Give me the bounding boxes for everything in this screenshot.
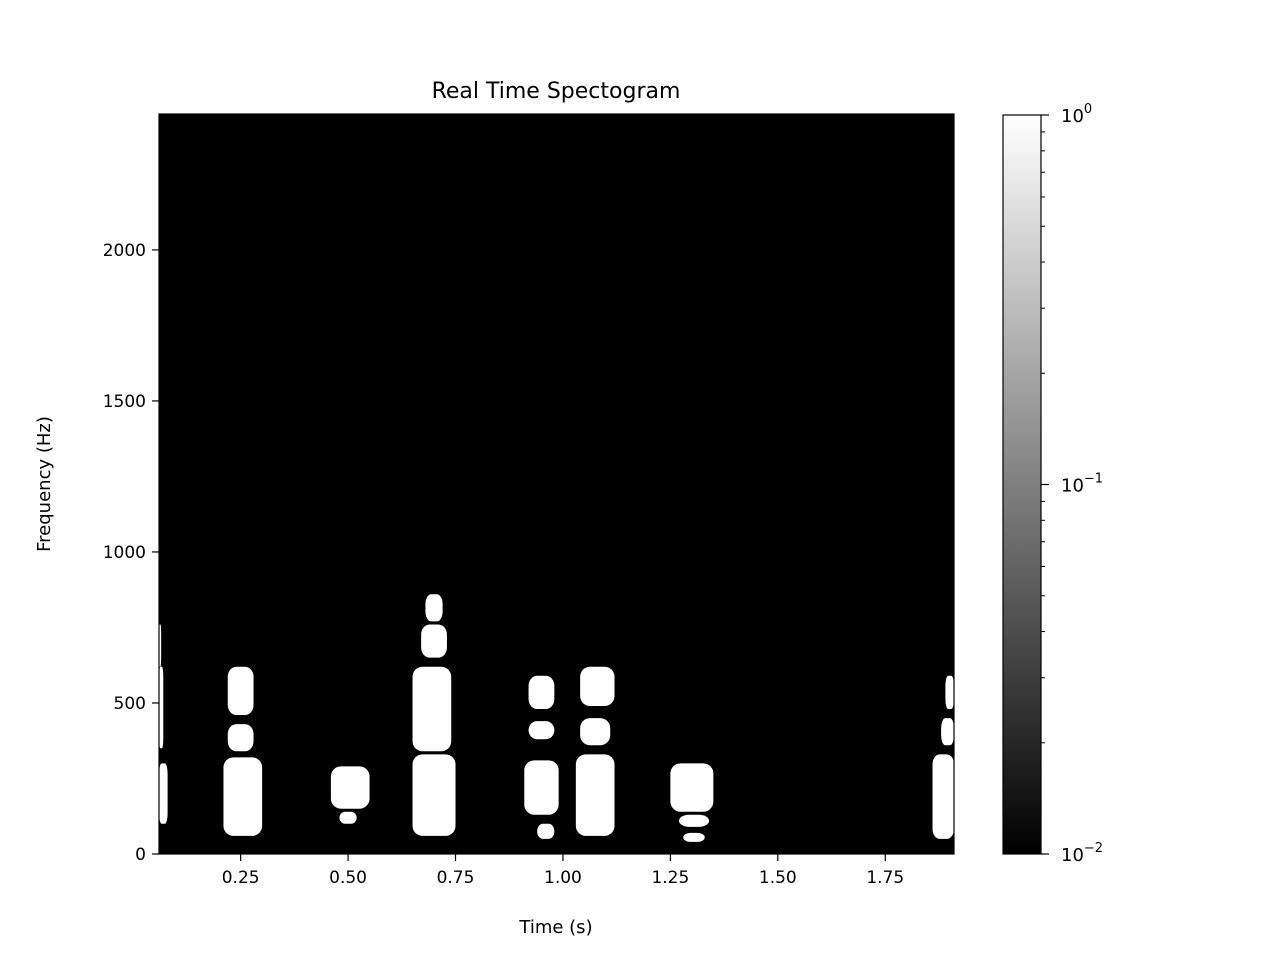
plot-frame [158,113,955,855]
bright-region-0 [159,763,168,824]
bright-region-13 [537,823,555,839]
bright-region-22 [932,754,954,839]
bright-region-16 [575,754,615,836]
x-tick-label-3: 1.00 [544,868,582,888]
y-tick-label-3: 1500 [103,392,146,412]
bright-region-12 [524,760,559,815]
bright-region-7 [339,811,357,824]
y-tick-label-2: 1000 [103,543,146,563]
bright-region-14 [528,721,555,740]
x-tick-label-0: 0.25 [222,868,260,888]
colorbar-axis: 100 10−1 10−2 [1041,102,1103,866]
colorbar-tick-label-0: 100 [1061,102,1092,127]
y-tick-label-1: 500 [114,694,146,714]
bright-region-8 [412,754,456,836]
bright-region-4 [227,724,254,752]
bright-region-1 [159,666,164,749]
bright-region-19 [670,763,714,812]
bright-region-11 [425,594,443,622]
x-tick-label-6: 1.75 [866,868,904,888]
y-tick-label-4: 2000 [103,241,146,261]
bright-region-9 [412,666,452,752]
bright-region-24 [945,675,954,710]
x-tick-label-2: 0.75 [437,868,475,888]
bright-region-6 [330,766,370,809]
y-axis-label: Frequency (Hz) [34,416,55,552]
x-axis: 0.25 0.50 0.75 1.00 1.25 1.50 1.75 [222,854,904,888]
bright-region-23 [941,718,954,746]
chart-title: Real Time Spectogram [432,79,681,104]
bright-region-15 [528,675,555,710]
bright-region-18 [580,666,615,706]
y-axis: 0 500 1000 1500 2000 [103,241,159,865]
colorbar [1002,114,1042,855]
plot-area [159,114,954,854]
colorbar-tick-label-2: 10−2 [1061,841,1103,866]
y-tick-label-0: 0 [135,845,146,865]
bright-region-17 [580,718,611,746]
x-tick-label-4: 1.25 [651,868,689,888]
x-tick-label-5: 1.50 [759,868,797,888]
bright-region-5 [227,666,254,716]
bright-region-10 [421,624,447,658]
spectrogram-bright-regions [159,594,954,842]
x-axis-label: Time (s) [518,917,592,938]
bright-region-21 [683,832,705,842]
bright-region-20 [678,814,710,827]
colorbar-tick-label-1: 10−1 [1061,472,1103,497]
x-tick-label-1: 0.50 [329,868,367,888]
bright-region-3 [223,757,263,836]
